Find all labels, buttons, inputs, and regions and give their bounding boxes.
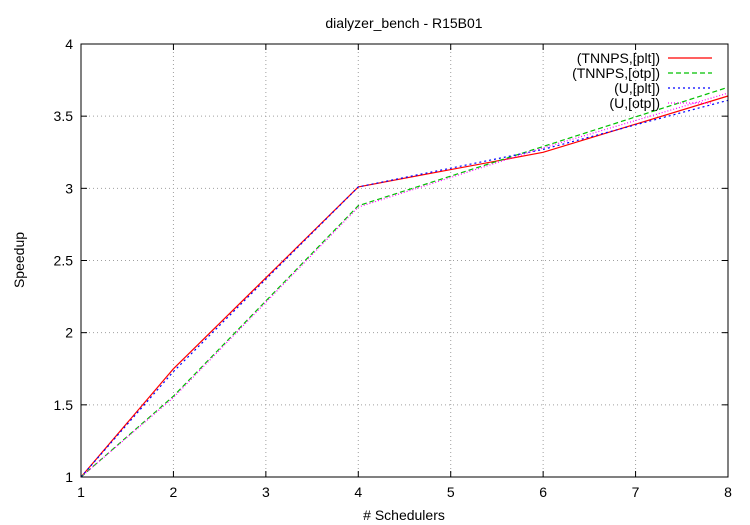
x-axis-label: # Schedulers: [363, 507, 445, 523]
x-tick-label: 5: [447, 484, 455, 500]
series-line-2: [80, 86, 729, 478]
y-tick-label: 3: [65, 180, 73, 196]
y-tick-label: 1.5: [54, 397, 74, 413]
series-line-3: [80, 99, 729, 478]
y-tick-label: 1: [65, 469, 73, 485]
x-tick-label: 7: [632, 484, 640, 500]
legend-label: (U,[otp]): [609, 95, 660, 111]
x-tick-label: 3: [262, 484, 270, 500]
x-tick-label: 4: [354, 484, 362, 500]
series-line-1: [80, 95, 729, 478]
y-axis-label: Speedup: [11, 232, 27, 288]
legend: (TNNPS,[plt])(TNNPS,[otp])(U,[plt])(U,[o…: [572, 50, 712, 111]
legend-label: (TNNPS,[otp]): [572, 65, 660, 81]
chart-title: dialyzer_bench - R15B01: [325, 15, 482, 31]
y-tick-label: 3.5: [54, 108, 74, 124]
y-tick-label: 2.5: [54, 253, 74, 269]
legend-label: (TNNPS,[plt]): [577, 50, 660, 66]
y-tick-label: 4: [65, 36, 73, 52]
axis-ticks: 1 2 3 4 5 6 7 8 1 1.5 2 2.5 3 3.5 4: [54, 36, 733, 500]
grid: [81, 44, 728, 477]
x-tick-label: 2: [170, 484, 178, 500]
x-tick-label: 1: [77, 484, 85, 500]
x-tick-label: 8: [724, 484, 732, 500]
legend-label: (U,[plt]): [614, 80, 660, 96]
series-lines: [80, 86, 729, 478]
y-tick-label: 2: [65, 325, 73, 341]
x-tick-label: 6: [539, 484, 547, 500]
series-line-4: [80, 92, 729, 478]
